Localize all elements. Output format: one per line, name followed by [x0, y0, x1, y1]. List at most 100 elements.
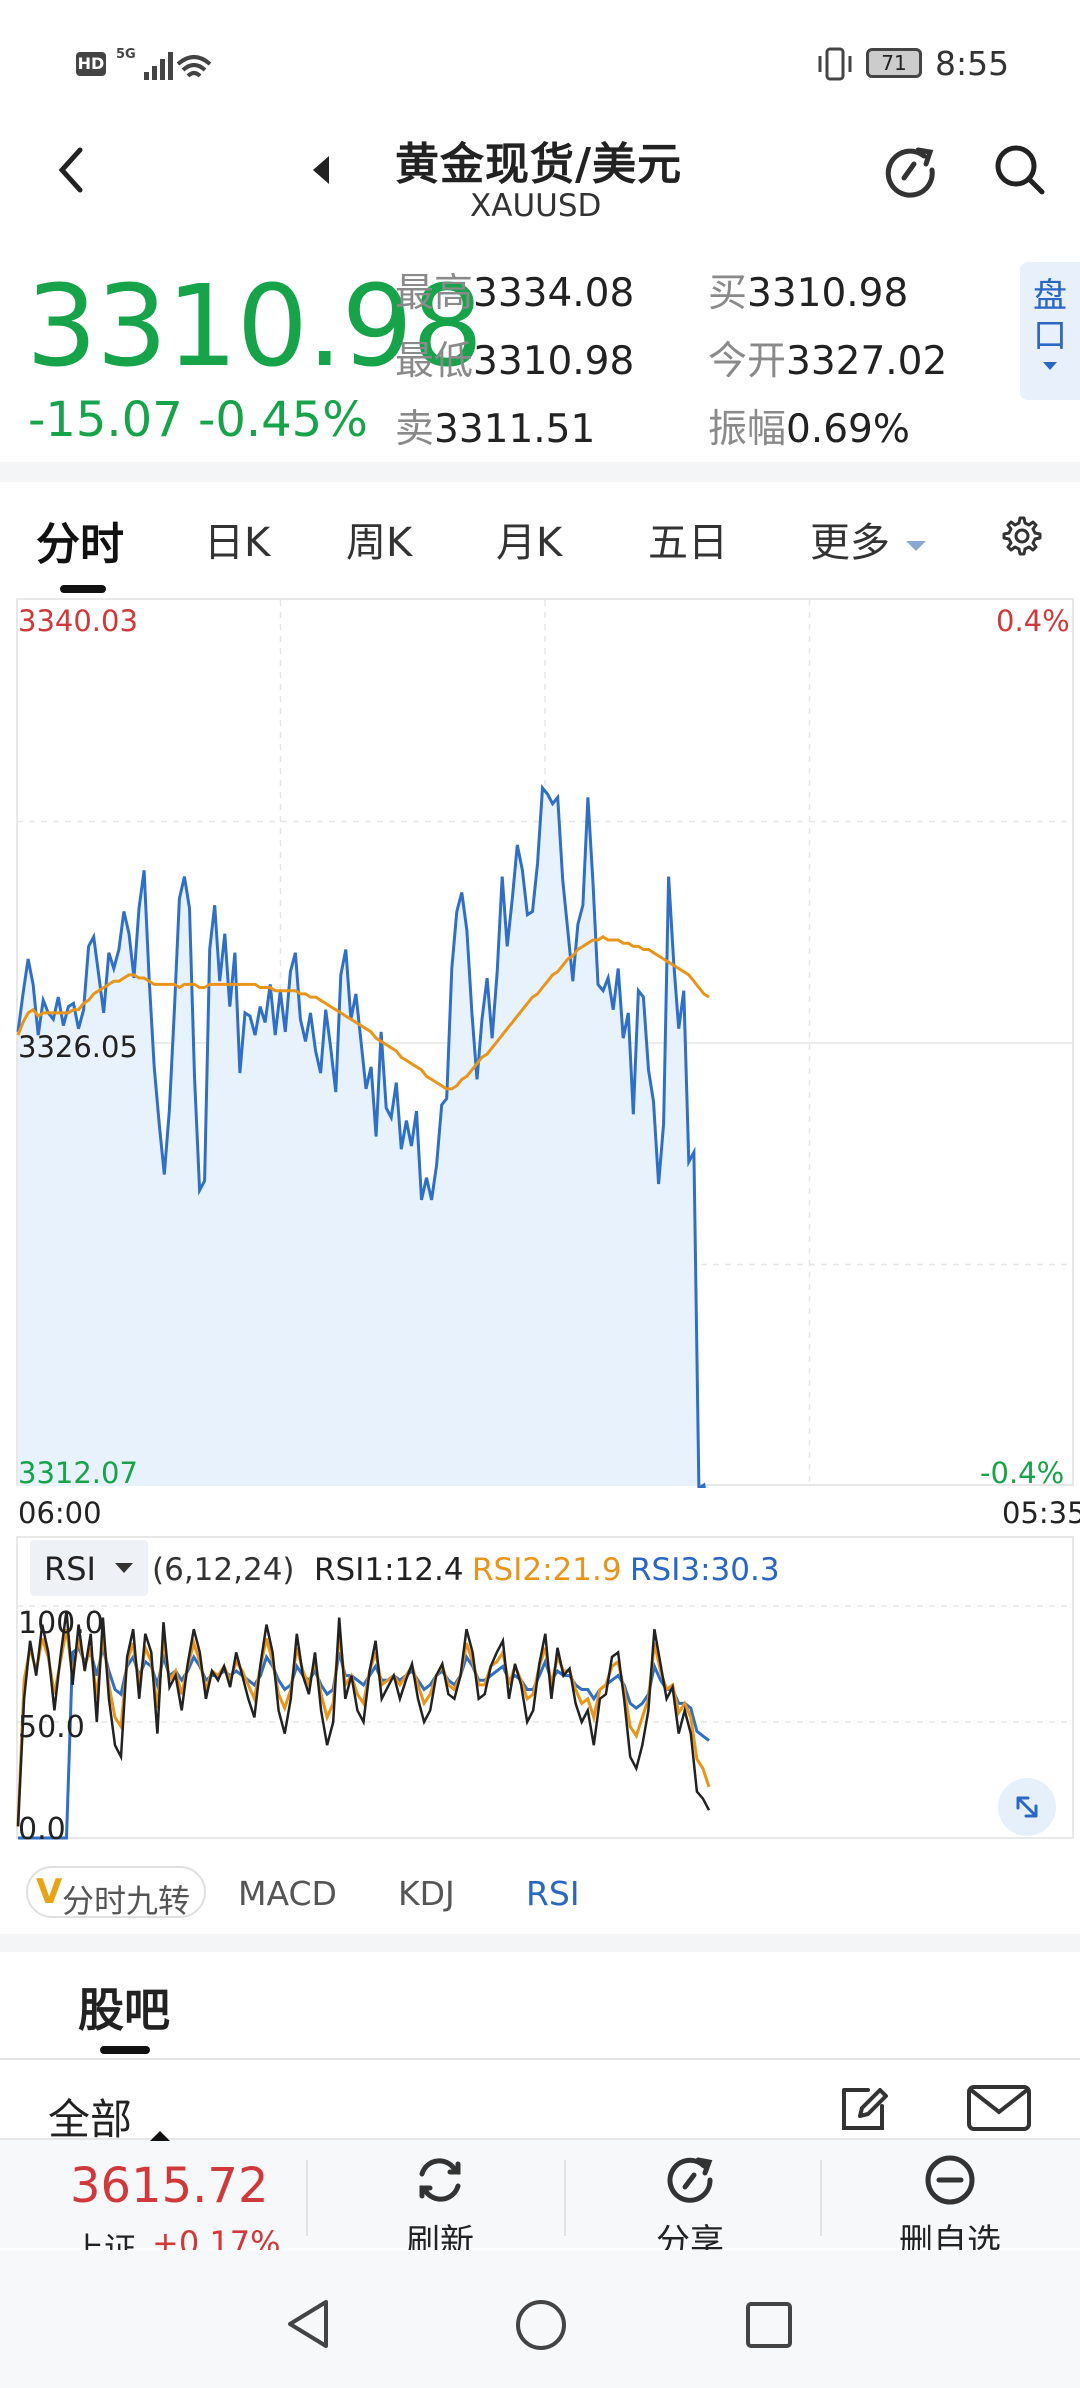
search-button[interactable]	[990, 140, 1050, 200]
share-button[interactable]: 分享	[640, 2150, 740, 2262]
pct-axis-bottom-label: -0.4%	[980, 1456, 1065, 1490]
rsi-axis-bottom-label: 0.0	[18, 1812, 66, 1847]
nav-home-button[interactable]	[514, 2298, 568, 2356]
price-line	[16, 783, 706, 1488]
refresh-button[interactable]: 刷新	[390, 2150, 490, 2262]
price-change-pct: -0.45%	[198, 392, 368, 448]
triangle-left-icon	[313, 156, 329, 184]
page-title: 黄金现货/美元	[395, 139, 683, 190]
mail-icon	[967, 2085, 1031, 2131]
tab-intraday[interactable]: 分时	[36, 519, 124, 570]
high-value: 3334.08	[473, 271, 635, 316]
tab-macd[interactable]: MACD	[238, 1874, 337, 1913]
rsi1-value: RSI1:12.4	[314, 1552, 464, 1588]
status-bar: HD 5G 71 8:55	[0, 0, 1080, 125]
buy-label: 买	[708, 271, 748, 316]
rsi3-line	[18, 1645, 710, 1840]
open-value: 3327.02	[786, 339, 948, 384]
tab-daily-k[interactable]: 日K	[204, 520, 271, 566]
remove-watchlist-button[interactable]: 删自选	[880, 2150, 1020, 2262]
rsi-axis-top-label: 100.0	[18, 1606, 104, 1641]
prev-instrument-button[interactable]	[305, 148, 335, 192]
quote-amplitude: 振幅0.69%	[708, 398, 910, 454]
tab-active-indicator	[60, 585, 106, 593]
share-icon	[885, 147, 935, 198]
bar-divider-2	[564, 2160, 566, 2236]
v-icon: V	[36, 1872, 63, 1912]
back-button[interactable]	[50, 140, 100, 200]
vibrate-icon	[815, 46, 855, 86]
share-icon	[667, 2157, 713, 2203]
last-price: 3310.98	[26, 262, 483, 392]
quote-open: 今开3327.02	[708, 330, 947, 386]
sell-value: 3311.51	[434, 407, 596, 452]
index-ticker[interactable]: 3615.72 上证 +0.17%	[30, 2150, 300, 2268]
open-label: 今开	[708, 339, 787, 384]
bar-divider-1	[306, 2160, 308, 2236]
hd-badge: HD	[76, 52, 106, 76]
guba-filter-all[interactable]: 全部	[48, 2095, 133, 2144]
tab-kdj[interactable]: KDJ	[398, 1874, 455, 1913]
caret-down-icon	[905, 541, 926, 551]
quote-high: 最高3334.08	[395, 262, 634, 318]
guba-divider	[0, 2058, 1080, 2060]
section-divider	[0, 462, 1080, 482]
quote-buy: 买3310.98	[708, 262, 908, 318]
rsi3-value: RSI3:30.3	[630, 1552, 780, 1588]
bar-caret	[148, 2128, 172, 2147]
low-value: 3310.98	[473, 339, 635, 384]
refresh-icon	[419, 2158, 461, 2202]
caret-down-icon	[115, 1563, 133, 1573]
clock: 8:55	[935, 44, 1010, 83]
amplitude-value: 0.69%	[786, 407, 910, 452]
rsi-selector[interactable]: RSI	[30, 1540, 148, 1596]
buy-value: 3310.98	[747, 271, 909, 316]
pct-axis-top-label: 0.4%	[996, 604, 1070, 638]
search-icon	[995, 145, 1045, 195]
tab-five-day[interactable]: 五日	[648, 520, 728, 566]
page-subtitle: XAUUSD	[470, 188, 602, 224]
compose-post-button[interactable]	[834, 2078, 894, 2138]
rsi-axis-mid-label: 50.0	[18, 1710, 85, 1745]
minus-circle-icon	[925, 2155, 975, 2205]
svg-text:5G: 5G	[116, 47, 136, 62]
nav-back-button[interactable]	[282, 2296, 334, 2356]
tab-more-label: 更多	[810, 520, 890, 566]
triangle-back-icon	[288, 2300, 328, 2348]
guba-title[interactable]: 股吧	[78, 1983, 170, 2037]
average-price-line	[16, 935, 710, 1091]
nav-recents-button[interactable]	[744, 2300, 794, 2354]
amplitude-label: 振幅	[708, 407, 787, 452]
signal-icon: 5G	[114, 44, 214, 88]
share-refresh-button[interactable]	[880, 140, 940, 200]
y-axis-top-label: 3340.03	[18, 604, 138, 638]
tab-monthly-k[interactable]: 月K	[496, 520, 563, 566]
low-label: 最低	[395, 339, 474, 384]
battery-level: 71	[881, 51, 907, 75]
rsi-grid	[16, 1536, 1074, 1839]
quote-sell: 卖3311.51	[395, 398, 595, 454]
caret-up-icon	[150, 2131, 170, 2141]
sell-label: 卖	[395, 407, 435, 452]
edit-icon	[842, 2088, 888, 2130]
battery-icon: 71	[866, 48, 922, 78]
rsi-chart	[16, 1536, 1074, 1840]
section-divider-2	[0, 1934, 1080, 1952]
pankou-button[interactable]: 盘 口	[1020, 262, 1080, 400]
chart-settings-button[interactable]	[996, 512, 1044, 560]
tab-rsi[interactable]: RSI	[526, 1874, 580, 1913]
expand-chart-button[interactable]	[998, 1778, 1056, 1836]
guba-underline	[100, 2046, 150, 2054]
rsi-frame	[16, 1536, 1074, 1839]
jiuzhuan-tab[interactable]: V 分时九转	[26, 1866, 206, 1920]
intraday-chart[interactable]	[16, 598, 1074, 1488]
square-recents-icon	[746, 2302, 792, 2348]
tab-more[interactable]: 更多	[810, 510, 929, 568]
circle-home-icon	[516, 2300, 566, 2350]
price-change: -15.07	[28, 392, 183, 448]
price-area-fill	[18, 787, 709, 1488]
tab-weekly-k[interactable]: 周K	[346, 520, 413, 566]
pankou-label-2: 口	[1033, 316, 1067, 356]
rsi-params: (6,12,24)	[152, 1552, 295, 1588]
message-button[interactable]	[966, 2082, 1032, 2134]
